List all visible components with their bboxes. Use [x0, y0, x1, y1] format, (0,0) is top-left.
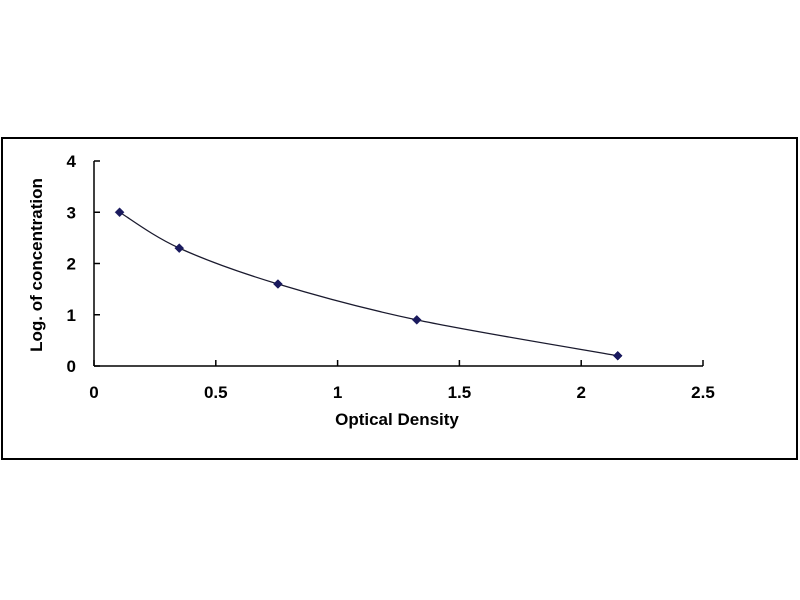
x-tick-label: 2.5: [691, 383, 715, 402]
y-tick-label: 2: [67, 255, 76, 274]
data-point-marker: [174, 243, 185, 253]
trendline-curve: [119, 211, 618, 357]
y-tick-label: 4: [67, 152, 77, 171]
y-axis-title: Log. of concentration: [27, 178, 46, 352]
y-ticks: 0 1 2 3 4: [67, 152, 100, 376]
x-tick-label: 1: [333, 383, 342, 402]
x-tick-label: 2: [576, 383, 585, 402]
x-tick-label: 0: [89, 383, 98, 402]
data-point-marker: [411, 315, 422, 325]
x-tick-label: 1.5: [448, 383, 472, 402]
data-point-marker: [612, 350, 623, 361]
x-ticks: 0 0.5 1 1.5 2 2.5: [89, 360, 715, 402]
data-point-marker: [114, 207, 125, 218]
axes: [93, 161, 703, 367]
trendline-layer: [119, 211, 618, 357]
x-axis-title: Optical Density: [335, 410, 459, 429]
chart-frame: [1, 137, 798, 460]
y-tick-label: 1: [67, 306, 76, 325]
y-tick-label: 3: [67, 203, 76, 222]
data-points: [114, 207, 623, 361]
x-tick-label: 0.5: [204, 383, 228, 402]
y-tick-label: 0: [67, 357, 76, 376]
data-point-marker: [273, 279, 283, 289]
